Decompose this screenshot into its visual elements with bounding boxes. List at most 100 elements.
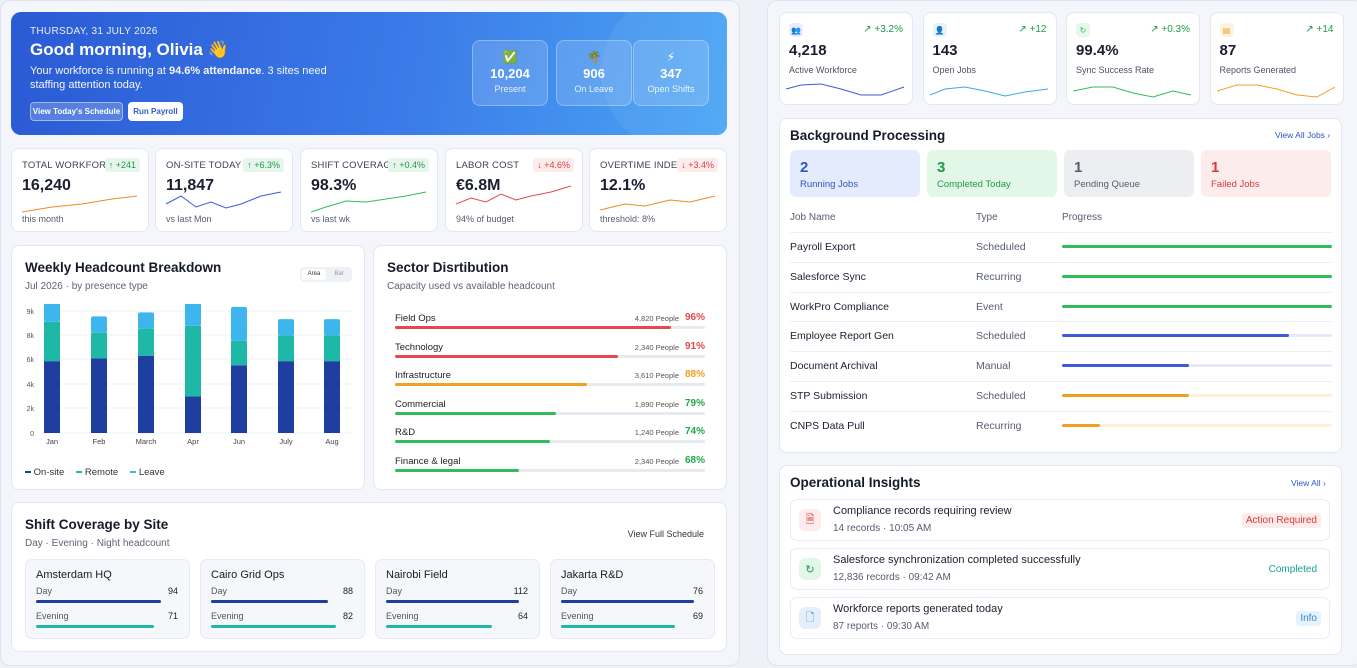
sector-fill — [395, 383, 588, 387]
bar-on-site-aug[interactable] — [324, 361, 340, 433]
kpi-sub: 94% of budget — [456, 214, 515, 224]
job-stat-label: Completed Today — [937, 179, 1011, 190]
legend-leave: Leave — [130, 467, 165, 478]
job-stat-box[interactable]: 2 Running Jobs — [790, 150, 920, 197]
day-label: Day — [561, 586, 578, 596]
insights-title: Operational Insights — [790, 475, 921, 490]
bar-leave-apr[interactable] — [185, 304, 201, 326]
job-progress-track — [1062, 245, 1332, 248]
kpi-sub: vs last Mon — [166, 214, 212, 224]
bar-leave-jan[interactable] — [44, 304, 60, 322]
sector-people: 2,340 People — [634, 342, 679, 352]
y-tick-label: 9k — [27, 309, 35, 316]
bar-on-site-jan[interactable] — [44, 361, 60, 433]
kpi-value: €6.8M — [456, 177, 501, 194]
bar-remote-jun[interactable] — [231, 340, 247, 366]
bar-on-site-apr[interactable] — [185, 396, 201, 433]
insight-item[interactable]: 🗎 Compliance records requiring review 14… — [790, 499, 1330, 541]
run-payroll-button[interactable]: Run Payroll — [128, 102, 183, 121]
job-row[interactable]: WorkPro Compliance Event — [790, 291, 1332, 322]
hero-banner: THURSDAY, 31 JULY 2026 Good morning, Oli… — [11, 12, 727, 135]
site-card[interactable]: Amsterdam HQ Day 94 Evening 71 — [25, 559, 190, 639]
job-progress-fill — [1062, 274, 1332, 278]
kpi-title: OVERTIME INDEX — [600, 160, 684, 171]
job-progress-fill — [1062, 364, 1189, 368]
bar-remote-aug[interactable] — [324, 335, 340, 362]
job-row[interactable]: Document Archival Manual — [790, 351, 1332, 381]
bolt-icon: ⚡ — [666, 50, 676, 64]
bar-leave-jun[interactable] — [231, 306, 247, 341]
view-all-insights-link[interactable]: View All › — [1291, 478, 1326, 488]
sector-track — [395, 326, 705, 329]
toggle-bar[interactable]: Bar — [334, 271, 344, 277]
bar-remote-march[interactable] — [138, 328, 154, 356]
bar-leave-feb[interactable] — [91, 316, 107, 333]
metric-label: Open Jobs — [932, 65, 977, 75]
site-card[interactable]: Jakarta R&D Day 76 Evening 69 — [550, 559, 715, 639]
kpi-title: TOTAL WORKFORCE — [22, 160, 110, 171]
kpi-card: LABOR COST ↓ +4.6% €6.8M 94% of budget — [445, 148, 583, 232]
view-full-schedule-link[interactable]: View Full Schedule — [627, 529, 704, 539]
stat-shifts-label: Open Shifts — [647, 84, 695, 94]
metric-delta: ↗ +14 — [1305, 24, 1334, 35]
job-row[interactable]: Employee Report Gen Scheduled — [790, 321, 1332, 351]
bar-on-site-march[interactable] — [138, 355, 154, 433]
job-row[interactable]: Salesforce Sync Recurring — [790, 261, 1332, 292]
metric-icon: 👤 — [932, 23, 947, 37]
kpi-card: SHIFT COVERAGE ↑ +0.4% 98.3% vs last wk — [300, 148, 438, 232]
headcount-subtitle: Jul 2026 · by presence type — [25, 281, 148, 292]
day-label: Day — [36, 586, 53, 596]
view-schedule-button[interactable]: View Today's Schedule — [30, 102, 123, 121]
bar-on-site-jun[interactable] — [231, 365, 247, 433]
y-tick-label: 0 — [30, 431, 34, 438]
bar-leave-march[interactable] — [138, 312, 154, 329]
bar-remote-apr[interactable] — [185, 325, 201, 397]
sector-row: Commercial 1,890 People 79% — [395, 398, 705, 427]
x-tick-label: July — [279, 437, 293, 446]
site-name: Nairobi Field — [386, 569, 448, 581]
insight-icon: 🗋 — [799, 607, 821, 629]
kpi-delta: ↓ +3.4% — [677, 158, 718, 172]
bar-remote-jan[interactable] — [44, 321, 60, 362]
metric-icon: ↻ — [1076, 23, 1090, 37]
bar-remote-july[interactable] — [278, 335, 294, 362]
job-progress-track — [1062, 364, 1332, 368]
bar-leave-july[interactable] — [278, 319, 294, 336]
job-row[interactable]: Payroll Export Scheduled — [790, 232, 1332, 262]
evening-label: Evening — [386, 611, 419, 621]
job-stat-label: Running Jobs — [800, 179, 859, 190]
toggle-area[interactable]: Area — [302, 269, 326, 280]
bar-remote-feb[interactable] — [91, 332, 107, 359]
sector-name: Field Ops — [395, 313, 436, 324]
bar-on-site-july[interactable] — [278, 361, 294, 433]
site-card[interactable]: Nairobi Field Day 112 Evening 64 — [375, 559, 540, 639]
bar-leave-aug[interactable] — [324, 319, 340, 336]
evening-bar — [386, 625, 492, 628]
stat-leave-label: On Leave — [574, 84, 614, 94]
bar-on-site-feb[interactable] — [91, 358, 107, 433]
insight-item[interactable]: ↻ Salesforce synchronization completed s… — [790, 548, 1330, 590]
view-all-jobs-link[interactable]: View All Jobs › — [1275, 130, 1331, 140]
metric-icon: 👥 — [789, 23, 803, 37]
job-progress-track — [1062, 423, 1332, 427]
sector-name: R&D — [395, 427, 416, 439]
metric-delta: ↗ +12 — [1018, 24, 1047, 35]
x-tick-label: Apr — [187, 437, 199, 446]
job-stat-box[interactable]: 1 Pending Queue — [1064, 150, 1194, 197]
headcount-chart: 0 2k 4k 6k 8k 9k Jan Feb March Apr Jun July Aug — [27, 304, 352, 446]
chart-legend: On-site Remote Leave — [25, 467, 165, 478]
kpi-value: 16,240 — [22, 177, 71, 194]
sector-fill — [395, 354, 619, 358]
job-row[interactable]: CNPS Data Pull Recurring — [790, 410, 1332, 441]
x-tick-label: March — [136, 437, 157, 446]
insight-item[interactable]: 🗋 Workforce reports generated today 87 r… — [790, 597, 1330, 639]
job-row[interactable]: STP Submission Scheduled — [790, 381, 1332, 411]
job-progress-track — [1062, 274, 1332, 278]
job-stat-box[interactable]: 1 Failed Jobs — [1201, 150, 1331, 197]
job-stat-box[interactable]: 3 Completed Today — [927, 150, 1057, 197]
evening-bar — [36, 625, 154, 628]
sector-fill — [395, 411, 557, 415]
metric-card: ▤ ↗ +14 87 Reports Generated — [1209, 12, 1344, 105]
metric-sparkline — [786, 83, 905, 96]
site-card[interactable]: Cairo Grid Ops Day 88 Evening 82 — [200, 559, 365, 639]
